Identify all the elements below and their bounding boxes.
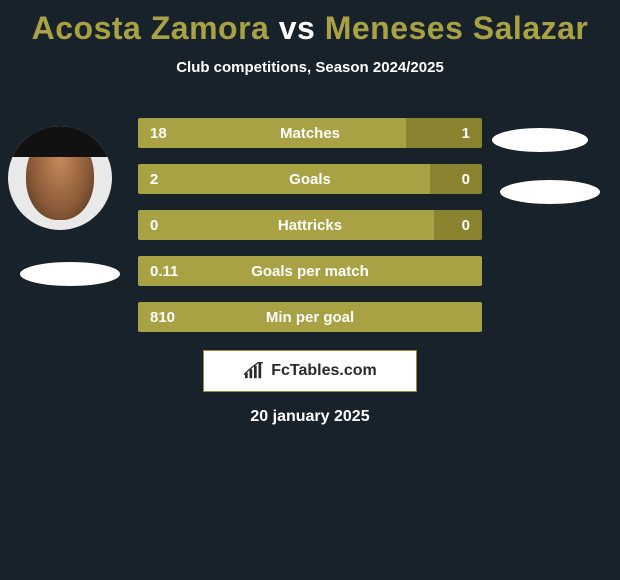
- vs-text: vs: [279, 10, 316, 46]
- player1-name: Acosta Zamora: [32, 10, 270, 46]
- fctables-logo[interactable]: FcTables.com: [203, 350, 417, 392]
- page-title: Acosta Zamora vs Meneses Salazar: [0, 0, 620, 47]
- subtitle: Club competitions, Season 2024/2025: [0, 59, 620, 76]
- stat-bar: 0.11Goals per match: [138, 256, 482, 286]
- stat-bar: 20Goals: [138, 164, 482, 194]
- stat-left-value: 810: [138, 302, 482, 332]
- stat-left-value: 2: [138, 164, 430, 194]
- stat-bar: 181Matches: [138, 118, 482, 148]
- player2-shadow-bottom: [500, 180, 600, 204]
- stat-bar: 810Min per goal: [138, 302, 482, 332]
- player2-shadow-top: [492, 128, 588, 152]
- date-text: 20 january 2025: [0, 408, 620, 426]
- stat-right-value: 0: [430, 164, 482, 194]
- stats-bars: 181Matches 20Goals 00Hattricks 0.11Goals pe…: [138, 118, 482, 348]
- player1-shadow: [20, 262, 120, 286]
- stat-left-value: 0.11: [138, 256, 482, 286]
- logo-text: FcTables.com: [271, 362, 377, 380]
- stat-bar: 00Hattricks: [138, 210, 482, 240]
- player1-avatar: [8, 126, 112, 230]
- player2-name: Meneses Salazar: [325, 10, 589, 46]
- chart-icon: [243, 362, 265, 380]
- stat-right-value: 1: [406, 118, 482, 148]
- stat-right-value: 0: [434, 210, 482, 240]
- stat-left-value: 0: [138, 210, 434, 240]
- stat-left-value: 18: [138, 118, 406, 148]
